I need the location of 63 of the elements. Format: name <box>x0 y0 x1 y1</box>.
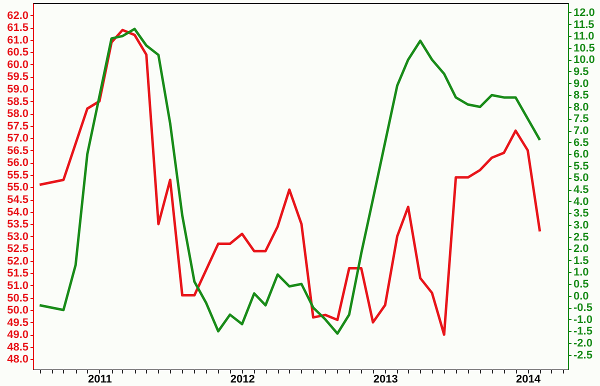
y-tick-label: 48.0 <box>7 354 28 366</box>
y-tick-label: 53.5 <box>7 218 28 231</box>
y-tick-label: 56.5 <box>7 144 28 157</box>
y2-tick-label: 6.5 <box>574 136 589 149</box>
y2-tick-label: 7.5 <box>574 113 589 126</box>
y2-tick-label: 4.5 <box>574 184 589 196</box>
y2-tick-label: -1.0 <box>574 314 592 326</box>
y2-tick-label: 4.0 <box>574 196 589 208</box>
y2-tick-label: 5.0 <box>574 172 589 184</box>
y2-tick-label: 3.5 <box>574 208 589 220</box>
x-tick-label: 2011 <box>88 374 112 386</box>
y2-tick-label: -2.5 <box>574 349 592 362</box>
y-tick-label: 56.0 <box>7 157 28 170</box>
y-tick-label: 50.0 <box>7 304 28 317</box>
y-tick-label: 58.5 <box>7 96 28 108</box>
y2-tick-label: 0.0 <box>574 290 589 302</box>
y2-tick-label: 5.5 <box>574 160 589 172</box>
y2-tick-label: 1.0 <box>574 266 589 279</box>
y2-tick-label: 8.5 <box>574 90 589 102</box>
y-tick-label: 60.0 <box>7 58 28 71</box>
x-tick-label: 2013 <box>373 374 398 386</box>
y-tick-label: 60.5 <box>7 46 28 59</box>
y2-tick-label: 2.0 <box>574 243 589 256</box>
y2-tick-label: 8.0 <box>574 101 589 114</box>
y-tick-label: 57.0 <box>7 132 28 145</box>
y-tick-label: 61.5 <box>7 22 28 34</box>
y2-tick-label: -0.5 <box>574 302 592 314</box>
y-tick-label: 62.0 <box>7 10 28 22</box>
y-tick-label: 50.5 <box>7 292 28 304</box>
y-tick-label: 59.0 <box>7 83 28 96</box>
y-tick-label: 49.5 <box>7 316 28 329</box>
y-tick-label: 55.5 <box>7 169 28 182</box>
y-tick-label: 51.5 <box>7 268 28 280</box>
y-tick-label: 55.0 <box>7 182 28 194</box>
y2-tick-label: -1.5 <box>574 326 592 338</box>
y2-tick-label: 9.5 <box>574 66 589 78</box>
y-tick-label: 48.5 <box>7 341 28 354</box>
y2-tick-label: 12.0 <box>574 6 595 19</box>
y2-tick-label: 3.0 <box>574 219 589 232</box>
y-tick-label: 58.0 <box>7 108 28 120</box>
y2-tick-label: 11.5 <box>574 18 594 31</box>
y2-tick-label: 0.5 <box>574 278 589 290</box>
y-tick-label: 51.0 <box>7 280 28 292</box>
y-tick-label: 61.0 <box>7 34 28 46</box>
x-tick-label: 2012 <box>230 374 255 386</box>
y2-tick-label: 10.5 <box>574 42 595 54</box>
y2-tick-label: -2.0 <box>574 338 592 350</box>
y-tick-label: 59.5 <box>7 71 28 84</box>
y-tick-label: 54.5 <box>7 194 28 206</box>
y2-tick-label: 2.5 <box>574 231 589 244</box>
y-tick-label: 57.5 <box>7 120 28 132</box>
y2-tick-label: 9.0 <box>574 78 589 90</box>
y2-tick-label: 11.0 <box>574 30 594 43</box>
y-tick-label: 53.0 <box>7 230 28 243</box>
y-tick-label: 52.0 <box>7 255 28 268</box>
y2-tick-label: 6.0 <box>574 148 589 161</box>
y2-tick-label: 10.0 <box>574 54 595 66</box>
x-tick-label: 2014 <box>516 374 542 386</box>
y-tick-label: 49.0 <box>7 329 28 342</box>
y2-tick-label: 1.5 <box>574 254 589 267</box>
y2-tick-label: 7.0 <box>574 125 589 138</box>
y-tick-label: 52.5 <box>7 243 28 256</box>
y-tick-label: 54.0 <box>7 206 28 218</box>
